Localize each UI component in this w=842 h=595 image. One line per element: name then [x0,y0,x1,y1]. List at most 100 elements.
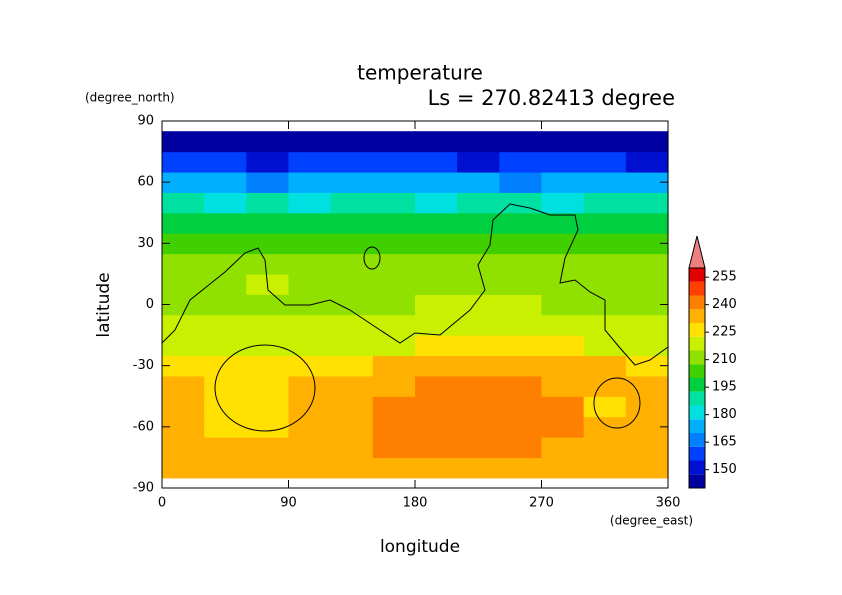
colorbar-tick-label: 195 [712,380,737,395]
field-cell [330,355,374,377]
field-cell [162,131,205,153]
field-cell [288,253,332,275]
field-cell [288,192,332,214]
field-cell [625,437,669,459]
field-cell [499,457,543,479]
contour-line [363,246,381,270]
field-cell [415,314,458,336]
field-cell [499,253,543,275]
field-cell [415,457,458,479]
field-cell [162,253,205,275]
field-cell [457,375,500,397]
field-cell [246,335,290,357]
colorbar-band [689,268,705,282]
field-cell [625,335,669,357]
field-cell [541,151,585,173]
field-cell [162,294,205,316]
field-cell [246,396,290,418]
field-cell [330,192,374,214]
field-cell [625,314,669,336]
field-cell [415,212,458,234]
colorbar-band [689,405,705,420]
field-cell [583,192,627,214]
field-cell [162,416,205,438]
field-cell [415,273,458,295]
y-tick-label: -30 [133,358,154,373]
field-cell [204,355,247,377]
field-cell [288,131,332,153]
field-cell [288,416,332,438]
field-cell [246,171,290,193]
field-cell [457,396,500,418]
field-cell [330,335,374,357]
field-cell [499,396,543,418]
field-cell [457,131,500,153]
field-cell [457,273,500,295]
field-cell [246,233,290,255]
field-cell [415,192,458,214]
field-cell [541,171,585,193]
colorbar-extend [688,235,706,269]
field-cell [288,151,332,173]
field-cell [457,171,500,193]
field-cell [162,355,205,377]
colorbar-band [689,378,705,392]
field-cell [457,416,500,438]
field-cell [162,335,205,357]
field [162,131,669,479]
contour-line [161,203,669,366]
colorbar-band [689,391,705,406]
colorbar-band [689,364,705,378]
colorbar-band [689,309,705,323]
field-cell [541,192,585,214]
field-cell [330,314,374,336]
field-cell [372,151,416,173]
field-cell [372,212,416,234]
field-cell [162,396,205,418]
field-cell [583,457,627,479]
field-cell [246,416,290,438]
field-cell [246,294,290,316]
field-cell [415,416,458,438]
field-cell [415,375,458,397]
y-tick-label: 60 [137,175,154,190]
field-cell [583,273,627,295]
field-cell [246,457,290,479]
field-cell [541,131,585,153]
field-cell [583,396,627,418]
field-cell [330,294,374,316]
field-cell [330,273,374,295]
field-cell [457,233,500,255]
colorbar-band [689,350,705,365]
field-cell [288,233,332,255]
field-cell [415,335,458,357]
field-cell [162,171,205,193]
x-tick-label: 0 [158,496,166,511]
field-cell [246,355,290,377]
field-cell [204,171,247,193]
field-cell [457,314,500,336]
field-cell [625,253,669,275]
field-cell [204,396,247,418]
field-cell [625,375,669,397]
field-cell [372,335,416,357]
field-cell [372,171,416,193]
colorbar-band [689,281,705,296]
chart-title: temperature [357,61,483,85]
field-cell [583,416,627,438]
field-cell [372,192,416,214]
field-cell [415,396,458,418]
field-cell [541,314,585,336]
field-cell [625,212,669,234]
y-axis-label: latitude [94,272,114,337]
field-cell [541,273,585,295]
field-cell [330,457,374,479]
contour-line [593,377,641,429]
field-cell [625,457,669,479]
field-cell [288,375,332,397]
field-cell [415,253,458,275]
field-cell [330,171,374,193]
field-cell [583,437,627,459]
colorbar-tick-label: 165 [712,435,737,450]
field-cell [457,437,500,459]
